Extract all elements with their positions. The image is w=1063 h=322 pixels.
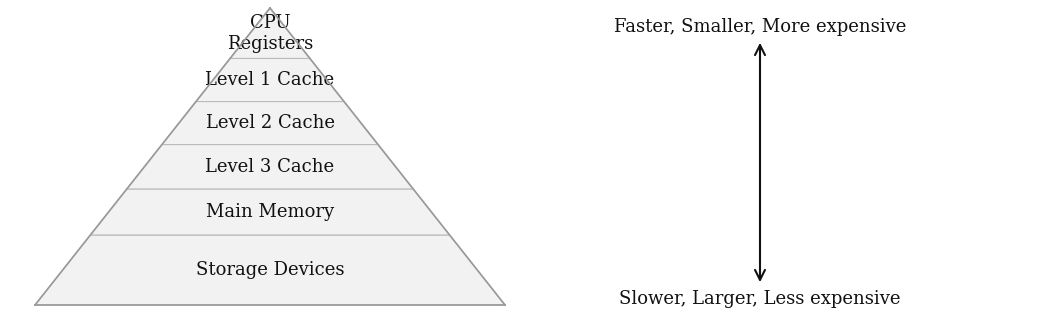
Text: Faster, Smaller, More expensive: Faster, Smaller, More expensive (613, 18, 906, 36)
Polygon shape (35, 235, 505, 305)
Text: Level 3 Cache: Level 3 Cache (205, 158, 335, 176)
Text: Main Memory: Main Memory (206, 203, 334, 221)
Text: Level 1 Cache: Level 1 Cache (205, 71, 335, 89)
Text: Slower, Larger, Less expensive: Slower, Larger, Less expensive (620, 290, 900, 308)
Polygon shape (126, 145, 414, 189)
Polygon shape (90, 189, 450, 235)
Polygon shape (230, 8, 310, 59)
Polygon shape (196, 59, 344, 101)
Text: CPU
Registers: CPU Registers (226, 14, 314, 52)
Polygon shape (162, 101, 378, 145)
Text: Level 2 Cache: Level 2 Cache (205, 114, 335, 132)
Text: Storage Devices: Storage Devices (196, 261, 344, 279)
